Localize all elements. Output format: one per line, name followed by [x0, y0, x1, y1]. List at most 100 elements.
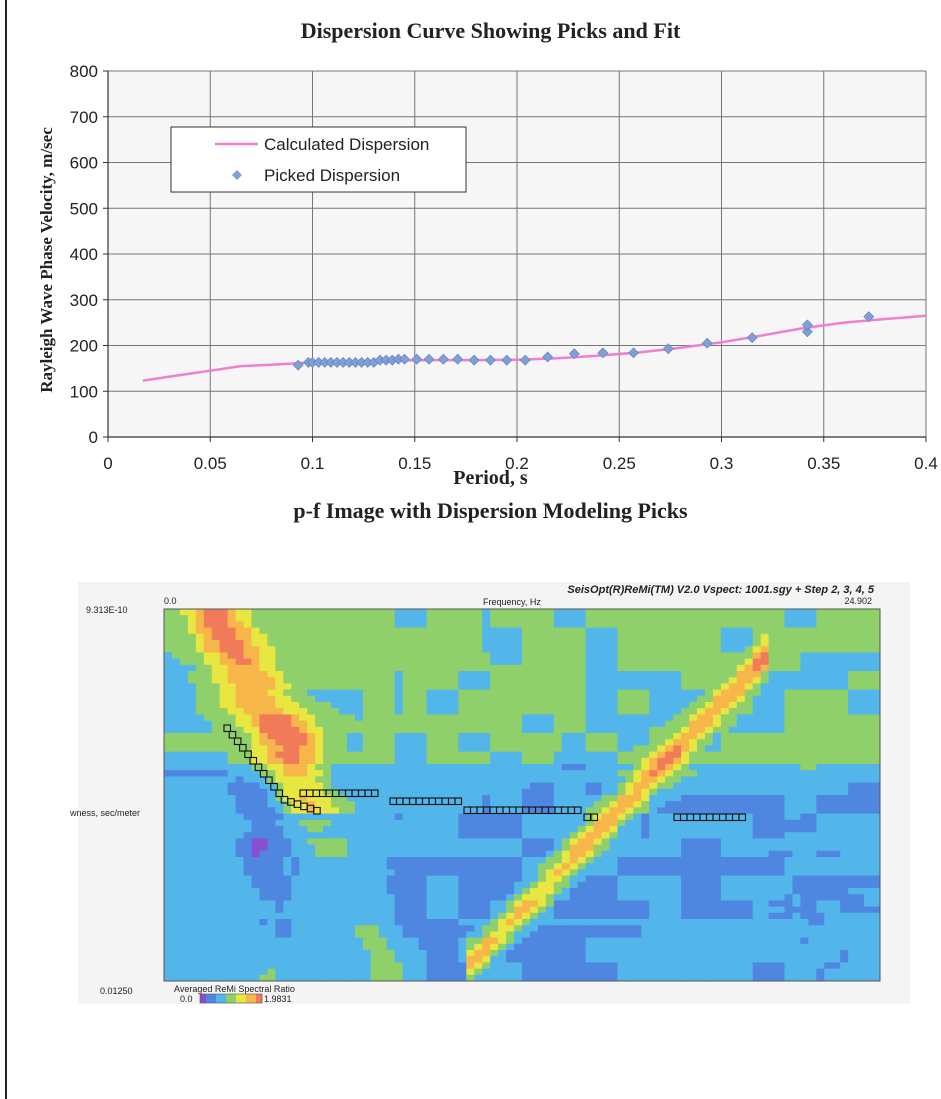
- pf-heatmap-cell: [569, 739, 579, 746]
- pf-heatmap-cell: [792, 974, 801, 982]
- pf-heatmap-cell: [211, 720, 221, 728]
- pf-heatmap-cell: [386, 925, 396, 932]
- pf-heatmap-cell: [561, 875, 571, 883]
- pf-heatmap-cell: [768, 950, 777, 957]
- pf-heatmap-cell: [386, 702, 396, 709]
- pf-heatmap-cell: [434, 937, 443, 945]
- pf-heatmap-cell: [490, 782, 499, 790]
- pf-heatmap-cell: [418, 646, 427, 653]
- pf-heatmap-cell: [402, 813, 412, 821]
- pf-heatmap-cell: [291, 863, 300, 870]
- pf-heatmap-cell: [808, 646, 817, 653]
- pf-heatmap-cell: [275, 919, 284, 926]
- pf-heatmap-cell: [506, 615, 515, 622]
- pf-heatmap-cell: [529, 826, 539, 833]
- pf-heatmap-cell: [275, 695, 284, 703]
- pf-heatmap-cell: [720, 968, 730, 976]
- pf-heatmap-cell: [426, 788, 435, 796]
- pf-heatmap-cell: [458, 776, 467, 783]
- pf-heatmap-cell: [179, 621, 189, 628]
- pf-heatmap-cell: [498, 788, 507, 796]
- pf-heatmap-cell: [171, 900, 181, 907]
- pf-heatmap-cell: [673, 646, 682, 653]
- pf-heatmap-cell: [291, 943, 300, 951]
- pf-heatmap-cell: [641, 795, 650, 802]
- pf-heatmap-cell: [649, 943, 658, 951]
- pf-heatmap-cell: [704, 609, 714, 616]
- pf-heatmap-cell: [442, 788, 451, 796]
- pf-heatmap-cell: [299, 757, 308, 765]
- pf-heatmap-cell: [633, 677, 642, 684]
- pf-heatmap-cell: [665, 776, 674, 783]
- pf-heatmap-cell: [585, 770, 594, 777]
- pf-heatmap-cell: [323, 714, 332, 721]
- pf-heatmap-cell: [195, 838, 205, 845]
- pf-heatmap-cell: [553, 714, 563, 721]
- pf-heatmap-cell: [633, 974, 642, 982]
- pf-heatmap-cell: [370, 739, 380, 746]
- pf-heatmap-cell: [665, 764, 674, 771]
- pf-heatmap-cell: [712, 609, 722, 616]
- pf-heatmap-cell: [697, 956, 706, 963]
- pf-heatmap-cell: [195, 788, 205, 796]
- pf-heatmap-cell: [736, 708, 746, 715]
- pf-heatmap-cell: [235, 770, 244, 777]
- pf-heatmap-cell: [728, 689, 738, 697]
- pf-heatmap-cell: [537, 857, 547, 864]
- pf-heatmap-cell: [164, 683, 173, 690]
- pf-heatmap-cell: [776, 931, 785, 938]
- pf-heatmap-cell: [490, 609, 499, 616]
- pf-heatmap-cell: [434, 968, 443, 976]
- pf-heatmap-cell: [633, 733, 642, 740]
- pf-heatmap-cell: [545, 720, 555, 728]
- pf-heatmap-cell: [704, 795, 714, 802]
- pf-heatmap-cell: [195, 850, 205, 858]
- pf-heatmap-cell: [267, 956, 276, 963]
- pf-heatmap-cell: [235, 857, 244, 864]
- pf-heatmap-cell: [728, 795, 738, 802]
- pf-heatmap-cell: [426, 832, 435, 839]
- pf-heatmap-cell: [275, 900, 284, 907]
- pf-heatmap-cell: [609, 931, 618, 938]
- pf-heatmap-cell: [728, 633, 738, 641]
- pf-heatmap-cell: [307, 664, 316, 672]
- pf-heatmap-cell: [537, 968, 547, 976]
- pf-heatmap-cell: [736, 764, 746, 771]
- pf-heatmap-cell: [506, 968, 515, 976]
- pf-heatmap-cell: [354, 621, 364, 628]
- pf-heatmap-cell: [784, 937, 793, 945]
- pf-heatmap-cell: [689, 683, 698, 690]
- pf-heatmap-cell: [235, 962, 244, 969]
- pf-heatmap-cell: [704, 664, 714, 672]
- x-tick-label: 0: [103, 454, 112, 470]
- pf-heatmap-cell: [307, 770, 316, 777]
- pf-heatmap-cell: [203, 702, 213, 709]
- pf-heatmap-cell: [386, 646, 396, 653]
- pf-heatmap-cell: [291, 658, 300, 666]
- pf-heatmap-cell: [378, 925, 388, 932]
- pf-heatmap-cell: [593, 652, 602, 659]
- pf-heatmap-cell: [561, 937, 571, 945]
- pf-heatmap-cell: [458, 627, 467, 635]
- pf-heatmap-cell: [474, 813, 483, 821]
- pf-heatmap-cell: [522, 615, 531, 622]
- pf-heatmap-cell: [728, 807, 738, 814]
- pf-heatmap-cell: [561, 683, 571, 690]
- pf-heatmap-cell: [704, 720, 714, 728]
- pf-heatmap-cell: [378, 776, 388, 783]
- pf-heatmap-cell: [323, 832, 332, 839]
- pf-heatmap-cell: [227, 813, 236, 821]
- pf-heatmap-cell: [283, 627, 292, 635]
- pf-heatmap-cell: [760, 826, 770, 833]
- pf-heatmap-cell: [585, 733, 594, 740]
- pf-heatmap-cell: [370, 708, 380, 715]
- pf-heatmap-cell: [537, 757, 547, 765]
- pf-heatmap-cell: [450, 844, 459, 852]
- pf-heatmap-cell: [633, 863, 642, 870]
- pf-heatmap-cell: [768, 708, 777, 715]
- pf-heatmap-cell: [577, 671, 587, 678]
- pf-heatmap-cell: [617, 807, 626, 814]
- pf-heatmap-cell: [243, 782, 252, 790]
- pf-heatmap-cell: [450, 906, 459, 914]
- pf-heatmap-cell: [394, 950, 404, 957]
